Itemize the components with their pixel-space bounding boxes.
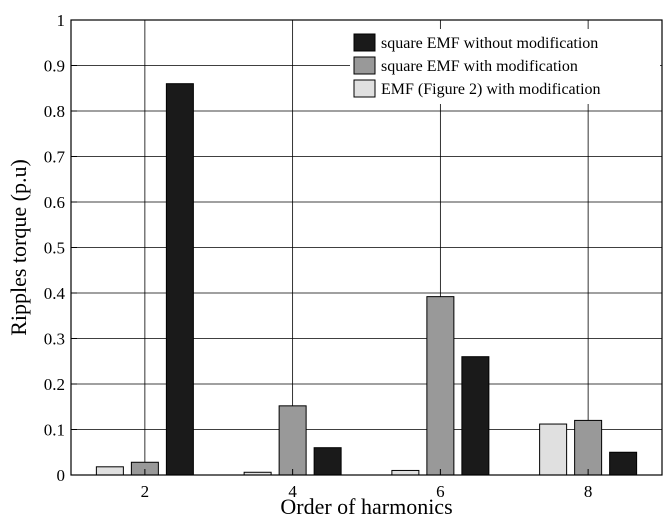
y-tick-label: 0.5 (44, 239, 65, 258)
y-tick-label: 0.2 (44, 375, 65, 394)
y-tick-label: 0 (57, 466, 66, 485)
legend-label: square EMF with modification (381, 58, 578, 75)
bar (461, 356, 490, 476)
y-axis-label: Ripples torque (p.u) (6, 159, 31, 336)
x-axis-ticks: 2 4 6 8 (141, 469, 593, 501)
bar (539, 423, 568, 476)
x-tick-label: 2 (141, 482, 150, 501)
legend: square EMF without modification square EM… (350, 29, 660, 104)
y-tick-label: 1 (57, 11, 66, 30)
y-tick-label: 0.1 (44, 421, 65, 440)
bar (609, 451, 638, 476)
bar (574, 419, 603, 476)
legend-swatch (353, 33, 376, 52)
y-axis-ticks: 0 0.1 0.2 0.3 0.4 0.5 0.6 0.7 0.8 0.9 1 (44, 11, 77, 485)
y-tick-label: 0.3 (44, 330, 65, 349)
x-tick-label: 6 (436, 482, 445, 501)
bar (426, 296, 455, 476)
bars (95, 83, 638, 476)
y-tick-label: 0.7 (44, 148, 66, 167)
x-tick-label: 4 (288, 482, 297, 501)
bar (165, 83, 194, 476)
legend-label: EMF (Figure 2) with modification (381, 81, 601, 98)
bar (278, 405, 307, 476)
legend-label: square EMF without modification (381, 35, 598, 52)
bar (313, 447, 342, 476)
y-tick-label: 0.4 (44, 284, 66, 303)
legend-swatch (353, 56, 376, 75)
y-tick-label: 0.9 (44, 57, 65, 76)
legend-box (350, 29, 660, 104)
bar (95, 466, 124, 476)
bar (391, 469, 420, 476)
y-tick-label: 0.8 (44, 102, 65, 121)
x-tick-label: 8 (584, 482, 593, 501)
x-axis-label: Order of harmonics (280, 494, 452, 518)
legend-swatch (353, 79, 376, 98)
y-tick-label: 0.6 (44, 193, 65, 212)
